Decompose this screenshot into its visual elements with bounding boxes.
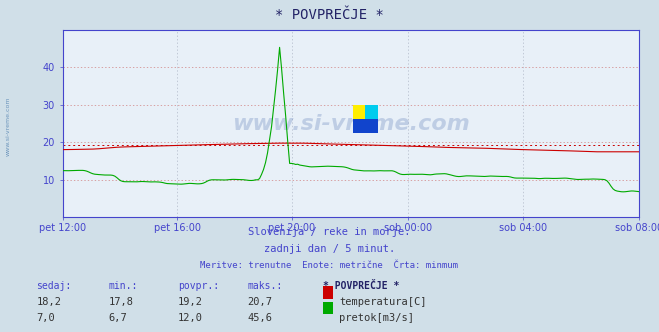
Text: 19,2: 19,2 — [178, 297, 203, 307]
Text: * POVPREČJE *: * POVPREČJE * — [323, 281, 399, 290]
Text: www.si-vreme.com: www.si-vreme.com — [5, 96, 11, 156]
Text: povpr.:: povpr.: — [178, 281, 219, 290]
Text: 7,0: 7,0 — [36, 313, 55, 323]
Text: * POVPREČJE *: * POVPREČJE * — [275, 8, 384, 22]
Text: Meritve: trenutne  Enote: metrične  Črta: minmum: Meritve: trenutne Enote: metrične Črta: … — [200, 261, 459, 270]
Text: min.:: min.: — [109, 281, 138, 290]
Bar — [365, 105, 378, 119]
Text: sedaj:: sedaj: — [36, 281, 71, 290]
Text: www.si-vreme.com: www.si-vreme.com — [232, 114, 470, 134]
Text: 17,8: 17,8 — [109, 297, 134, 307]
Text: maks.:: maks.: — [247, 281, 282, 290]
Text: zadnji dan / 5 minut.: zadnji dan / 5 minut. — [264, 244, 395, 254]
Text: 6,7: 6,7 — [109, 313, 127, 323]
Text: temperatura[C]: temperatura[C] — [339, 297, 427, 307]
Text: Slovenija / reke in morje.: Slovenija / reke in morje. — [248, 227, 411, 237]
Bar — [353, 119, 378, 133]
Bar — [353, 105, 365, 119]
Text: 12,0: 12,0 — [178, 313, 203, 323]
Text: pretok[m3/s]: pretok[m3/s] — [339, 313, 415, 323]
Text: 18,2: 18,2 — [36, 297, 61, 307]
Text: 20,7: 20,7 — [247, 297, 272, 307]
Text: 45,6: 45,6 — [247, 313, 272, 323]
